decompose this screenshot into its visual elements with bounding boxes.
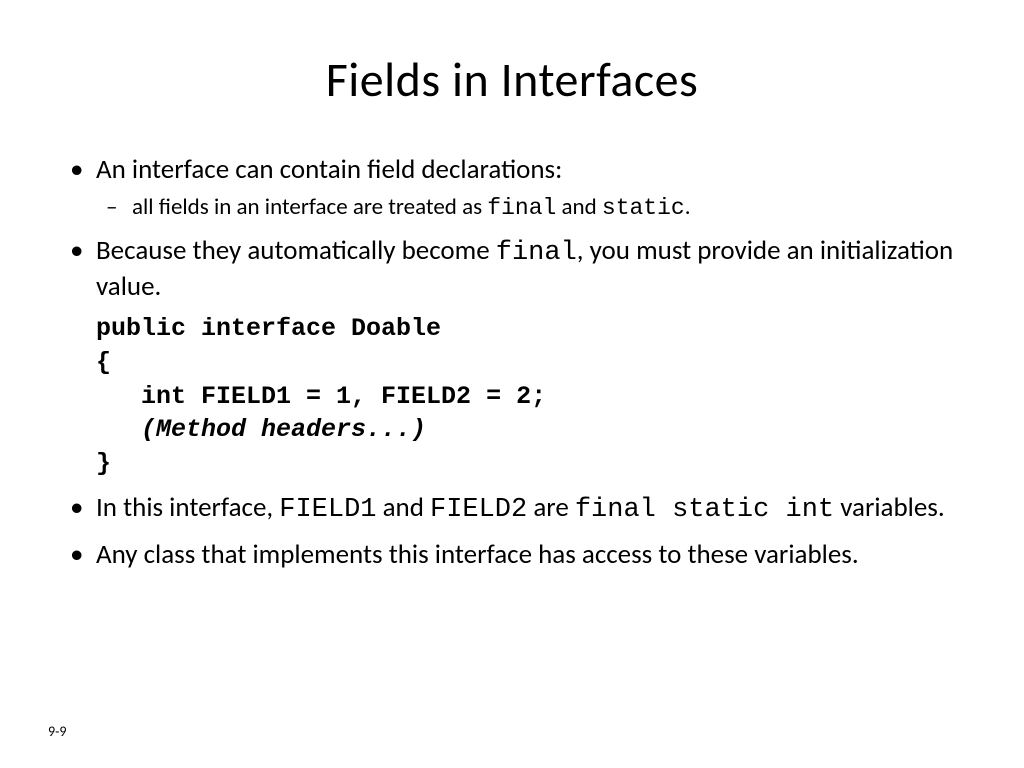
b3-t4: variables. (834, 491, 945, 524)
sub1-t2: and (556, 193, 602, 221)
b3-code-finalstaticint: final static int (575, 495, 834, 525)
b3-code-field1: FIELD1 (279, 495, 376, 525)
sub1-t1: all fields in an interface are treated a… (132, 193, 487, 221)
page-number: 9-9 (48, 723, 66, 740)
b3-t2: and (376, 491, 430, 524)
sub1-t3: . (685, 193, 691, 221)
b3-code-field2: FIELD2 (430, 495, 527, 525)
sub-list-1: all fields in an interface are treated a… (96, 193, 964, 224)
sub1-code-final: final (487, 195, 556, 221)
code-l4: (Method headers...) (96, 415, 426, 444)
bullet-3: In this interface, FIELD1 and FIELD2 are… (60, 491, 964, 528)
code-l2: { (96, 348, 111, 377)
bullet-1-text: An interface can contain field declarati… (96, 153, 562, 186)
code-l5: } (96, 449, 111, 478)
slide-title: Fields in Interfaces (60, 50, 964, 109)
code-l1: public interface Doable (96, 314, 441, 343)
bullet-list: An interface can contain field declarati… (60, 153, 964, 571)
slide-container: Fields in Interfaces An interface can co… (0, 0, 1024, 768)
b2-code-final: final (496, 238, 577, 268)
sub-bullet-1: all fields in an interface are treated a… (96, 193, 964, 224)
b2-t1: Because they automatically become (96, 234, 496, 267)
sub1-code-static: static (602, 195, 685, 221)
b3-t3: are (527, 491, 575, 524)
code-l3: int FIELD1 = 1, FIELD2 = 2; (96, 382, 546, 411)
bullet-2: Because they automatically become final,… (60, 234, 964, 481)
bullet-4: Any class that implements this interface… (60, 538, 964, 572)
code-block: public interface Doable { int FIELD1 = 1… (96, 312, 964, 481)
b4-t1: Any class that implements this interface… (96, 538, 859, 571)
b3-t1: In this interface, (96, 491, 279, 524)
bullet-1: An interface can contain field declarati… (60, 153, 964, 224)
